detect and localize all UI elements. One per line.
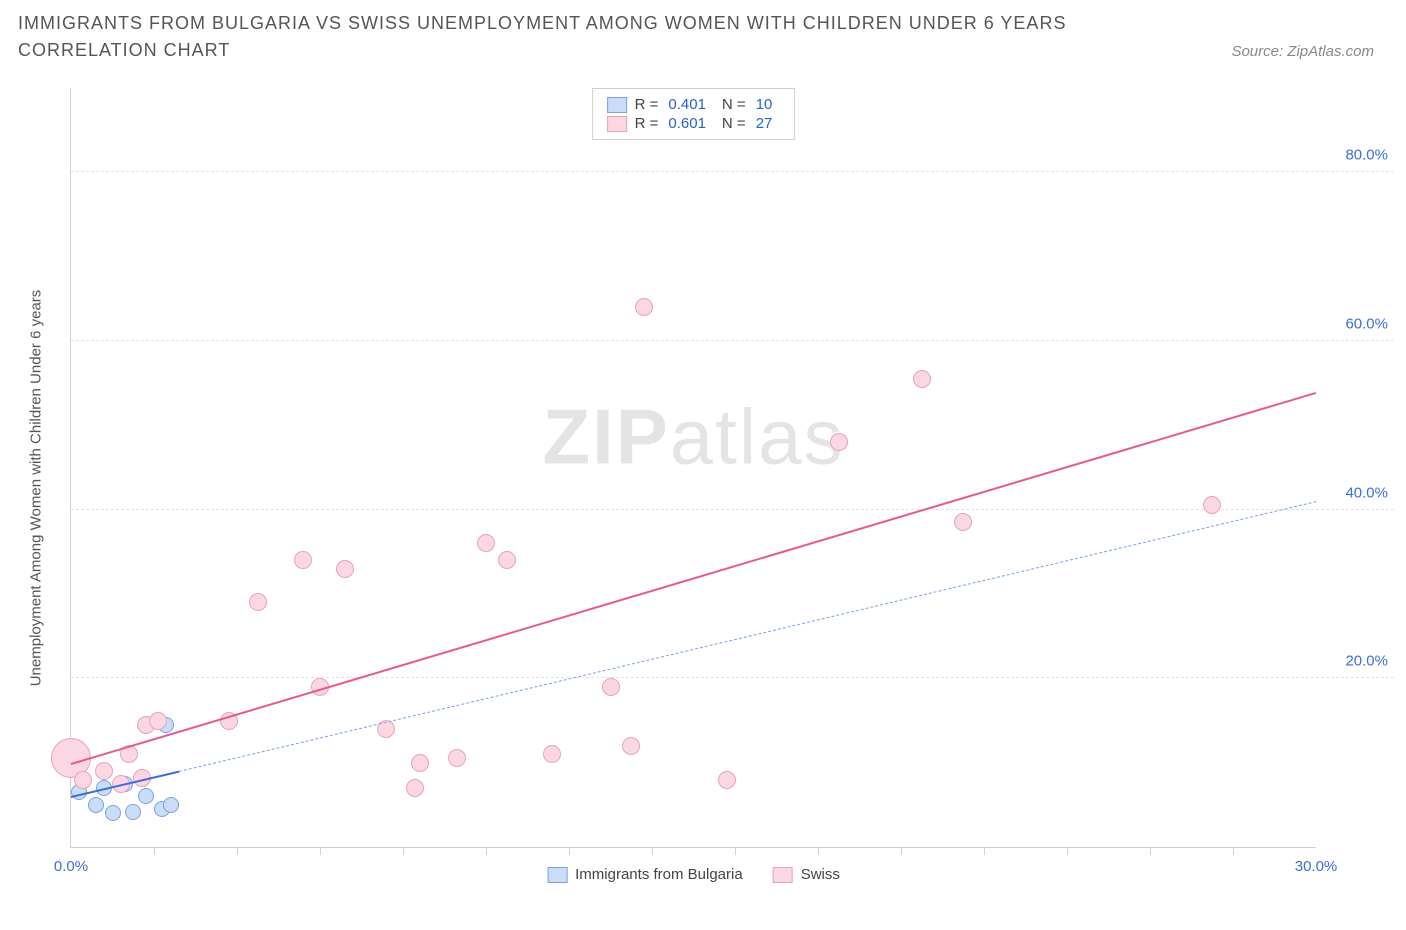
scatter-plot: ZIPatlas 20.0%40.0%60.0%80.0%0.0%30.0%R … <box>70 88 1316 848</box>
data-point <box>718 771 736 789</box>
data-point <box>498 551 516 569</box>
y-tick-label: 40.0% <box>1345 484 1388 501</box>
x-tick <box>818 847 819 855</box>
legend-row: R = 0.401 N = 10 <box>607 95 781 114</box>
x-tick <box>735 847 736 855</box>
trend-line <box>179 501 1316 772</box>
data-point <box>448 749 466 767</box>
x-tick <box>1233 847 1234 855</box>
legend-row: R = 0.601 N = 27 <box>607 114 781 133</box>
legend-swatch <box>607 97 627 113</box>
data-point <box>74 771 92 789</box>
y-tick-label: 80.0% <box>1345 147 1388 164</box>
chart-container: Unemployment Among Women with Children U… <box>36 88 1394 888</box>
r-label: R = <box>635 96 659 113</box>
data-point <box>830 433 848 451</box>
x-tick <box>984 847 985 855</box>
trend-line <box>71 392 1317 765</box>
x-tick <box>237 847 238 855</box>
x-tick <box>403 847 404 855</box>
data-point <box>602 678 620 696</box>
r-value: 0.601 <box>666 115 714 132</box>
gridline <box>71 171 1394 172</box>
r-label: R = <box>635 115 659 132</box>
data-point <box>954 513 972 531</box>
legend-label: Immigrants from Bulgaria <box>575 866 743 883</box>
watermark: ZIPatlas <box>542 392 844 483</box>
legend-swatch <box>607 116 627 132</box>
gridline <box>71 509 1394 510</box>
x-tick <box>486 847 487 855</box>
legend-swatch <box>773 867 793 883</box>
data-point <box>149 712 167 730</box>
data-point <box>125 804 141 820</box>
legend-stats: R = 0.401 N = 10 R = 0.601 N = 27 <box>592 88 796 140</box>
n-label: N = <box>722 96 746 113</box>
legend-item: Swiss <box>773 866 840 883</box>
legend-item: Immigrants from Bulgaria <box>547 866 743 883</box>
x-tick-label: 30.0% <box>1295 858 1338 875</box>
data-point <box>622 737 640 755</box>
data-point <box>336 560 354 578</box>
data-point <box>88 797 104 813</box>
data-point <box>163 797 179 813</box>
data-point <box>543 745 561 763</box>
r-value: 0.401 <box>666 96 714 113</box>
y-tick-label: 60.0% <box>1345 316 1388 333</box>
x-tick <box>901 847 902 855</box>
x-tick <box>154 847 155 855</box>
y-tick-label: 20.0% <box>1345 653 1388 670</box>
data-point <box>249 593 267 611</box>
data-point <box>635 298 653 316</box>
n-label: N = <box>722 115 746 132</box>
data-point <box>1203 496 1221 514</box>
source-label: Source: ZipAtlas.com <box>1231 43 1388 64</box>
data-point <box>138 788 154 804</box>
legend-label: Swiss <box>801 866 840 883</box>
x-tick <box>1150 847 1151 855</box>
x-tick <box>320 847 321 855</box>
page-title: IMMIGRANTS FROM BULGARIA VS SWISS UNEMPL… <box>18 10 1118 64</box>
data-point <box>411 754 429 772</box>
x-tick-label: 0.0% <box>54 858 88 875</box>
gridline <box>71 677 1394 678</box>
legend-swatch <box>547 867 567 883</box>
data-point <box>913 370 931 388</box>
x-tick <box>652 847 653 855</box>
n-value: 10 <box>754 96 781 113</box>
x-tick <box>569 847 570 855</box>
data-point <box>95 762 113 780</box>
x-tick <box>1067 847 1068 855</box>
gridline <box>71 340 1394 341</box>
data-point <box>406 779 424 797</box>
legend-series: Immigrants from Bulgaria Swiss <box>547 866 840 883</box>
n-value: 27 <box>754 115 781 132</box>
y-axis-label: Unemployment Among Women with Children U… <box>28 290 45 687</box>
data-point <box>294 551 312 569</box>
data-point <box>477 534 495 552</box>
data-point <box>105 805 121 821</box>
